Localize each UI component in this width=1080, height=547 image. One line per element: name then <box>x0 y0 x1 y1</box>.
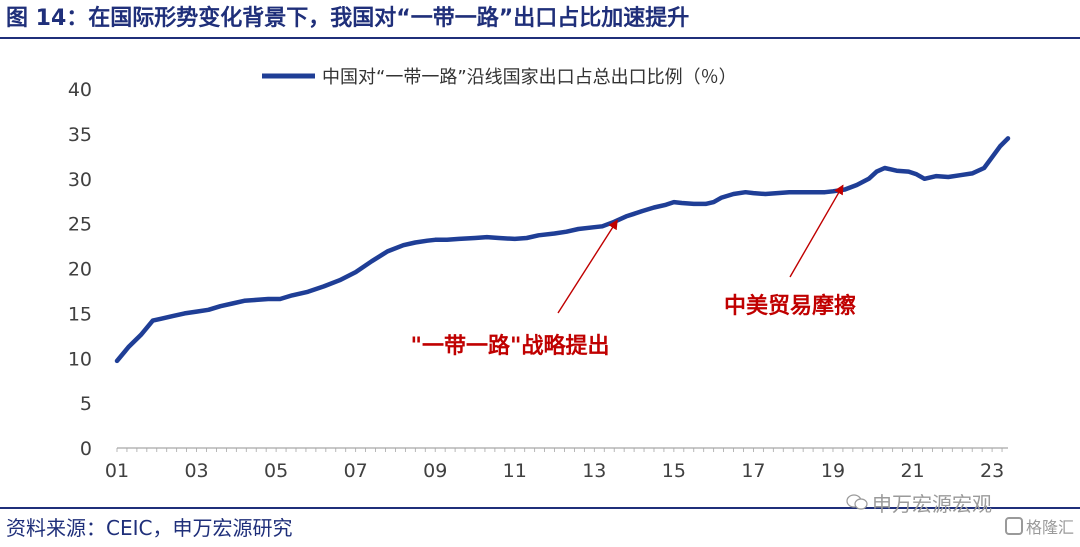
x-tick-label: 17 <box>741 460 765 482</box>
y-tick-label: 20 <box>68 259 92 281</box>
x-tick-label: 09 <box>423 460 447 482</box>
y-tick-label: 0 <box>80 438 92 460</box>
annotation-arrow <box>557 219 618 314</box>
source-note: 资料来源：CEIC，申万宏源研究 <box>6 516 293 540</box>
corner-watermark-label: 格隆汇 <box>1025 518 1074 537</box>
annotation-arrow <box>789 184 844 278</box>
gelonghui-logo-icon <box>1004 517 1023 535</box>
y-tick-label: 5 <box>80 393 92 415</box>
figure-title: 图 14：在国际形势变化背景下，我国对“一带一路”出口占比加速提升 <box>6 6 690 31</box>
x-axis-ticks: 01 03 05 07 09 11 13 15 17 19 21 23 <box>105 448 1004 482</box>
x-tick-label: 01 <box>105 460 129 482</box>
x-tick-label: 21 <box>900 460 924 482</box>
x-tick-label: 15 <box>662 460 686 482</box>
y-tick-label: 15 <box>68 303 92 325</box>
y-tick-label: 25 <box>68 214 92 236</box>
x-tick-label: 19 <box>821 460 845 482</box>
y-tick-label: 35 <box>68 124 92 146</box>
annotations: "一带一路"战略提出 中美贸易摩擦 <box>411 184 856 359</box>
footer-rule <box>0 507 1080 509</box>
x-tick-label: 13 <box>582 460 606 482</box>
x-tick-label: 11 <box>503 460 527 482</box>
y-axis-ticks: 0 5 10 15 20 25 30 35 40 <box>68 79 92 460</box>
corner-watermark: 格隆汇 <box>1004 514 1074 538</box>
x-tick-label: 03 <box>184 460 208 482</box>
chart-legend: 中国对“一带一路”沿线国家出口占总出口比例（％） <box>262 67 737 88</box>
y-tick-label: 30 <box>68 169 92 191</box>
wechat-watermark: 申万宏源宏观 <box>872 492 992 516</box>
wechat-icon <box>846 494 868 510</box>
x-tick-label: 23 <box>980 460 1004 482</box>
title-rule <box>0 37 1080 39</box>
y-tick-label: 40 <box>68 79 92 101</box>
series-line <box>114 136 1011 364</box>
x-tick-label: 05 <box>264 460 288 482</box>
y-tick-label: 10 <box>68 348 92 370</box>
annotation-label: 中美贸易摩擦 <box>724 293 856 319</box>
legend-label: 中国对“一带一路”沿线国家出口占总出口比例（％） <box>322 67 737 88</box>
x-tick-label: 07 <box>344 460 368 482</box>
annotation-label: "一带一路"战略提出 <box>411 333 610 359</box>
